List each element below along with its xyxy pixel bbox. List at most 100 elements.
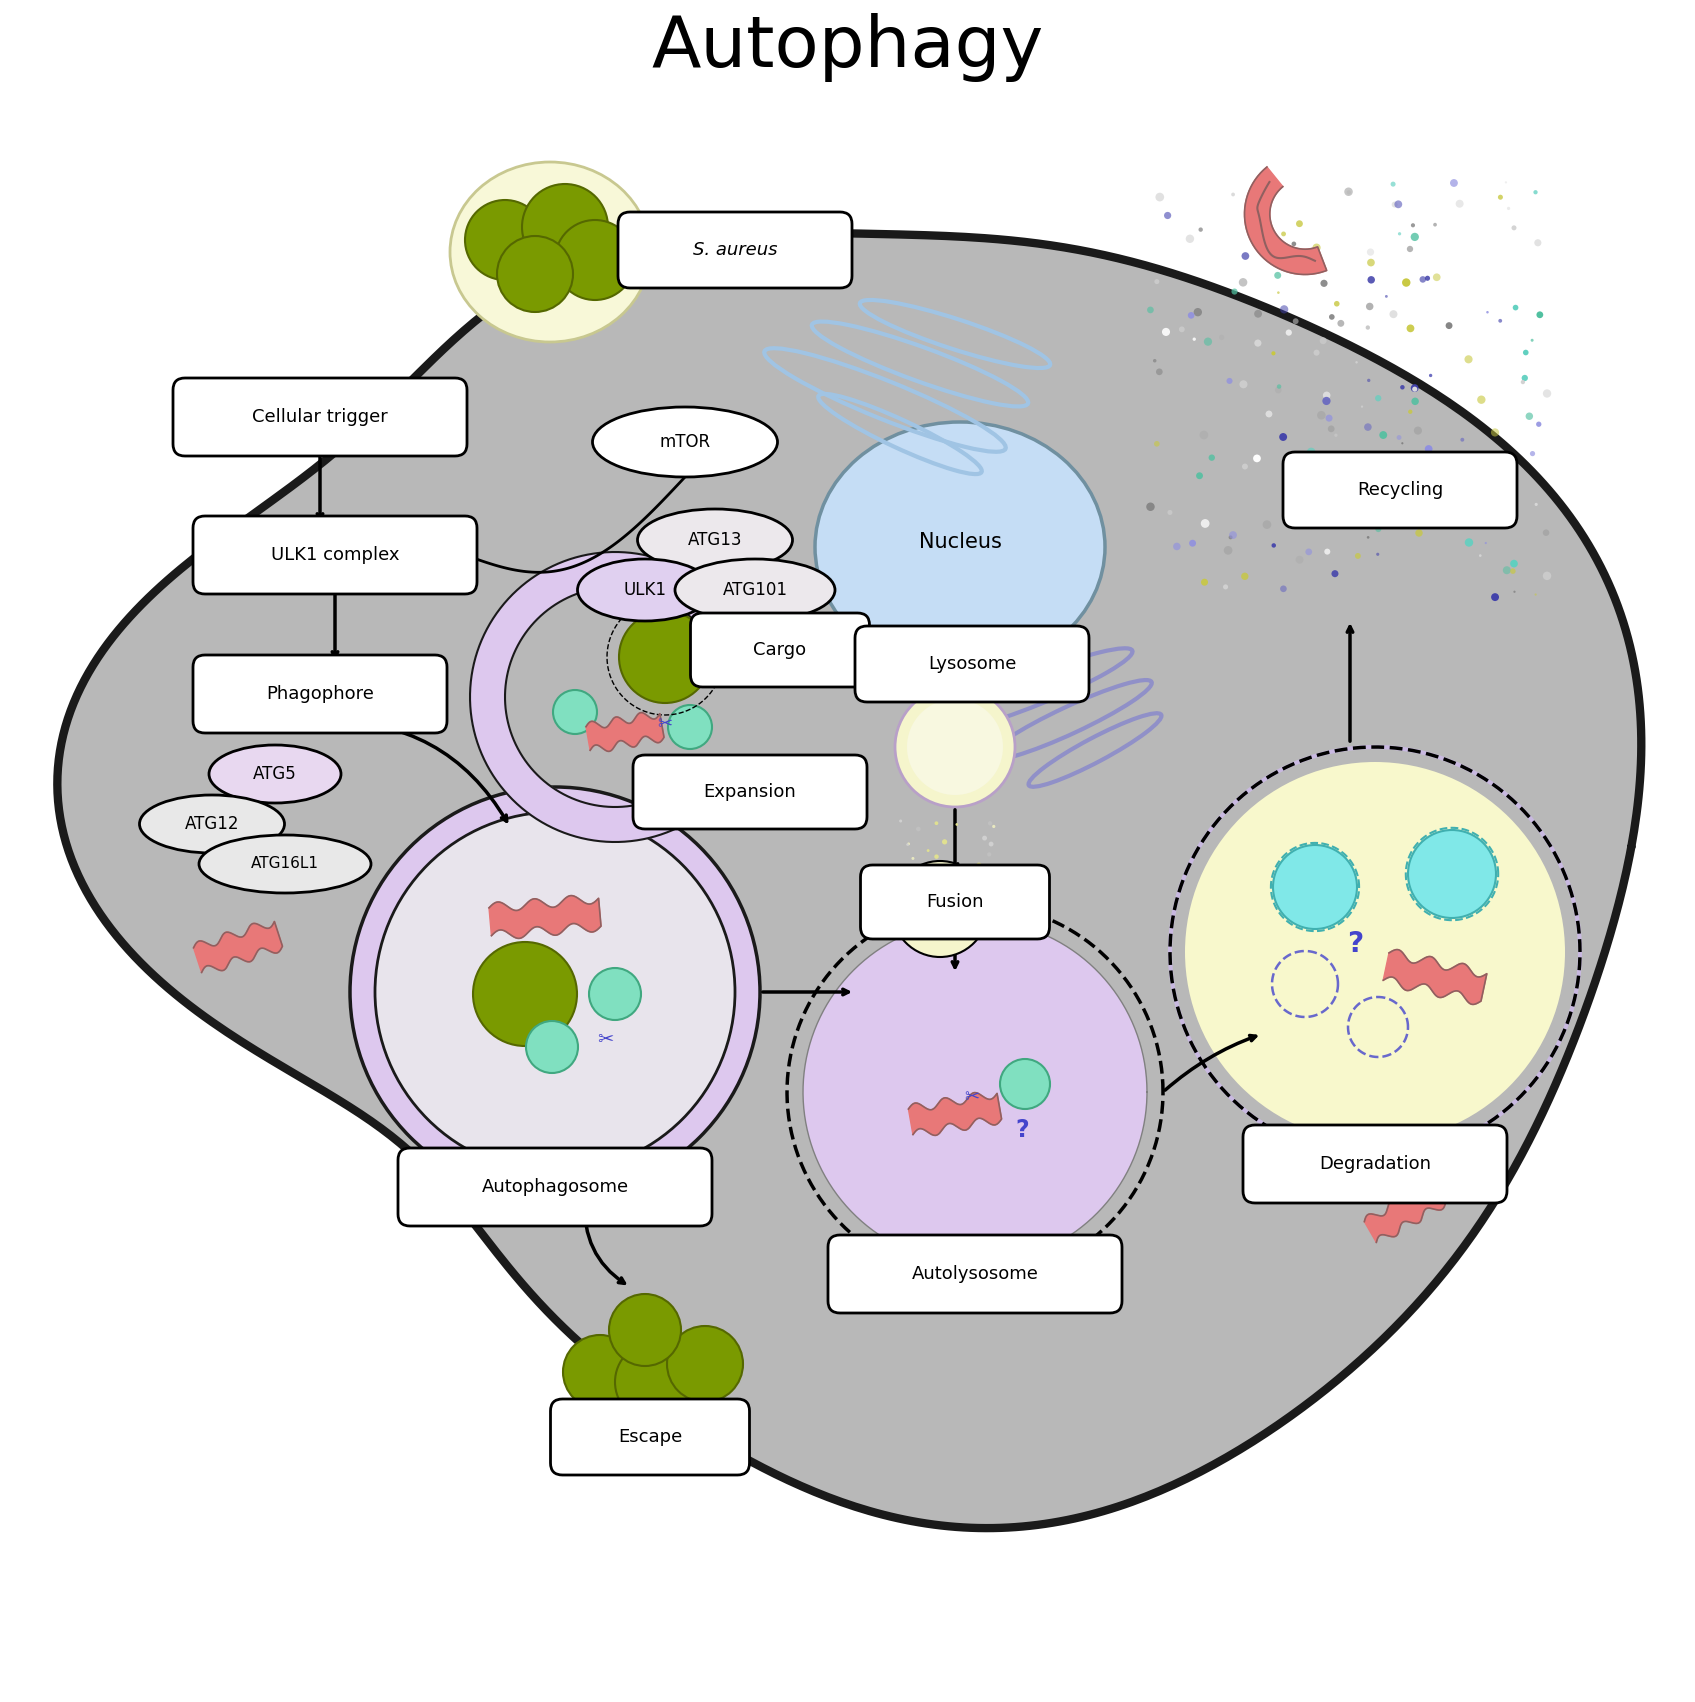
Point [895, 831, 922, 858]
Point [1473, 529, 1500, 557]
Point [1310, 327, 1337, 354]
Point [1400, 211, 1427, 238]
Point [1137, 296, 1164, 323]
Point [1405, 519, 1432, 546]
Point [1231, 563, 1258, 591]
Point [1319, 303, 1346, 330]
Text: mTOR: mTOR [659, 432, 710, 451]
Point [931, 829, 958, 856]
Point [1492, 168, 1519, 196]
Point [1417, 363, 1444, 390]
Point [1402, 376, 1429, 403]
Point [1502, 579, 1529, 606]
Point [1178, 301, 1205, 328]
Point [1146, 357, 1173, 385]
Text: Degradation: Degradation [1319, 1156, 1431, 1173]
Point [1231, 453, 1258, 480]
Point [1387, 220, 1414, 247]
Text: ✂: ✂ [597, 1030, 614, 1050]
Point [1261, 228, 1288, 255]
Point [1181, 325, 1209, 352]
Circle shape [615, 1341, 695, 1421]
Point [966, 851, 993, 878]
Polygon shape [1303, 1038, 1392, 1096]
Point [1215, 368, 1242, 395]
Point [1212, 574, 1239, 601]
Point [1215, 536, 1242, 563]
Point [1414, 264, 1441, 291]
Point [1358, 289, 1385, 317]
Ellipse shape [139, 795, 285, 853]
Point [1415, 436, 1442, 463]
Point [915, 837, 942, 865]
Point [1320, 512, 1348, 540]
Point [1449, 426, 1476, 453]
Point [1198, 444, 1225, 471]
Point [1322, 560, 1349, 587]
Text: Expansion: Expansion [703, 783, 797, 802]
Point [1180, 529, 1207, 557]
Point [1500, 214, 1527, 242]
Point [1381, 191, 1409, 218]
Polygon shape [1364, 1181, 1446, 1242]
Point [1185, 298, 1212, 325]
Point [1397, 398, 1424, 426]
Text: ✂: ✂ [658, 715, 673, 734]
Point [1364, 385, 1392, 412]
Polygon shape [1244, 167, 1327, 274]
Point [1163, 533, 1190, 560]
Point [1393, 269, 1420, 296]
Point [1192, 568, 1219, 596]
Point [924, 861, 951, 888]
Point [1354, 313, 1381, 340]
Ellipse shape [578, 558, 712, 621]
FancyBboxPatch shape [632, 756, 868, 829]
Point [917, 865, 944, 892]
Point [1422, 211, 1449, 238]
Point [1229, 269, 1256, 296]
Point [909, 856, 936, 883]
Point [1287, 546, 1314, 574]
Point [1287, 209, 1314, 237]
Point [905, 815, 932, 842]
Point [1402, 374, 1429, 402]
Text: Cargo: Cargo [754, 642, 807, 659]
Point [1403, 449, 1431, 477]
Point [1219, 521, 1246, 548]
Point [1322, 422, 1349, 449]
Point [1454, 346, 1481, 373]
Text: ?: ? [1348, 929, 1363, 958]
Point [1522, 580, 1549, 608]
Point [1500, 550, 1527, 577]
Text: Autophagy: Autophagy [651, 12, 1044, 82]
Point [1373, 283, 1400, 310]
FancyBboxPatch shape [1283, 453, 1517, 528]
Polygon shape [488, 895, 602, 938]
Point [1410, 499, 1437, 526]
Point [942, 810, 970, 837]
Text: Escape: Escape [619, 1428, 681, 1447]
Point [1512, 364, 1539, 391]
Point [1217, 524, 1244, 551]
Point [1534, 562, 1561, 589]
Point [1356, 366, 1383, 393]
Polygon shape [193, 921, 283, 972]
Point [1354, 414, 1381, 441]
Point [878, 871, 905, 899]
Point [1481, 584, 1509, 611]
Point [1397, 315, 1424, 342]
Polygon shape [586, 713, 664, 751]
Point [1534, 380, 1561, 407]
Point [1512, 339, 1539, 366]
Circle shape [1185, 762, 1564, 1142]
Circle shape [609, 1294, 681, 1367]
Point [1168, 317, 1195, 344]
Point [1500, 558, 1527, 585]
Text: S. aureus: S. aureus [693, 242, 778, 259]
Ellipse shape [815, 422, 1105, 672]
Point [1509, 368, 1536, 395]
Point [956, 854, 983, 882]
Point [1232, 242, 1259, 269]
Point [1244, 330, 1271, 357]
Point [1446, 191, 1473, 218]
